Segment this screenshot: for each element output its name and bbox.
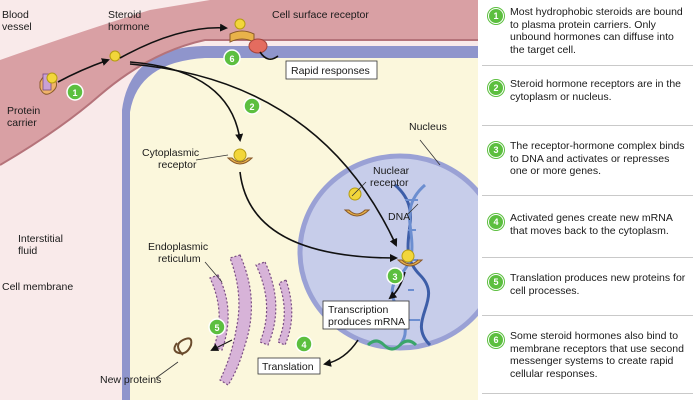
step-marker-1: 1 bbox=[66, 83, 84, 101]
step-1: 1 Most hydrophobic steroids are bound to … bbox=[482, 6, 693, 66]
interstitial-fluid-label: Interstitial fluid bbox=[18, 233, 63, 257]
blood-vessel-label: Blood vessel bbox=[2, 9, 32, 33]
step-1-number: 1 bbox=[488, 8, 504, 24]
svg-text:6: 6 bbox=[229, 54, 234, 64]
new-proteins-label: New proteins bbox=[100, 374, 161, 386]
endoplasmic-reticulum-label: Endoplasmic reticulum bbox=[148, 241, 208, 265]
step-5: 5 Translation produces new proteins for c… bbox=[482, 272, 693, 316]
step-marker-5: 5 bbox=[208, 318, 226, 336]
cytoplasmic-receptor-label: Cytoplasmic receptor bbox=[142, 147, 199, 171]
cell-surface-receptor-icon bbox=[229, 18, 268, 54]
step-3-number: 3 bbox=[488, 142, 504, 158]
hormone-on-carrier bbox=[46, 72, 58, 84]
step-6-number: 6 bbox=[488, 332, 504, 348]
protein-carrier-label: Protein carrier bbox=[7, 105, 40, 129]
rapid-responses-box bbox=[285, 60, 378, 80]
transcription-label: Transcription produces mRNA bbox=[328, 304, 405, 328]
step-1-text: Most hydrophobic steroids are bound to p… bbox=[510, 6, 683, 56]
step-descriptions: 1 Most hydrophobic steroids are bound to … bbox=[478, 0, 699, 400]
steroid-hormone-icon bbox=[109, 50, 121, 62]
svg-text:3: 3 bbox=[392, 272, 397, 282]
rapid-responses-label: Rapid responses bbox=[291, 65, 370, 77]
step-2: 2 Steroid hormone receptors are in the cy… bbox=[482, 78, 693, 126]
blood-vessel bbox=[0, 0, 478, 165]
nucleus-label: Nucleus bbox=[409, 121, 447, 133]
step-4-number: 4 bbox=[488, 214, 504, 230]
nuclear-receptor-icon bbox=[343, 187, 371, 217]
dna-label: DNA bbox=[388, 211, 410, 223]
leader-lines bbox=[155, 139, 441, 379]
svg-text:5: 5 bbox=[214, 323, 219, 333]
mrna-strand bbox=[366, 339, 418, 351]
step-2-text: Steroid hormone receptors are in the cyt… bbox=[510, 78, 682, 103]
step-marker-3: 3 bbox=[386, 267, 404, 285]
step-6-text: Some steroid hormones also bind to membr… bbox=[510, 330, 684, 380]
step-5-text: Translation produces new proteins for ce… bbox=[510, 272, 686, 297]
translation-label: Translation bbox=[262, 361, 314, 373]
nuclear-receptor-label: Nuclear receptor bbox=[370, 165, 410, 189]
step-3: 3 The receptor-hormone complex binds to D… bbox=[482, 140, 693, 196]
step-3-text: The receptor-hormone complex binds to DN… bbox=[510, 140, 685, 178]
new-protein-icon bbox=[173, 337, 193, 356]
step-4: 4 Activated genes create new mRNA that mo… bbox=[482, 212, 693, 258]
endoplasmic-reticulum bbox=[209, 254, 293, 386]
step-2-number: 2 bbox=[488, 80, 504, 96]
svg-text:4: 4 bbox=[301, 340, 306, 350]
step-marker-4: 4 bbox=[295, 335, 313, 353]
step-4-text: Activated genes create new mRNA that mov… bbox=[510, 212, 673, 237]
step-5-number: 5 bbox=[488, 274, 504, 290]
nucleus bbox=[297, 153, 478, 351]
pathway-arrows bbox=[57, 23, 406, 367]
svg-text:1: 1 bbox=[72, 88, 77, 98]
steroid-hormone-label: Steroid hormone bbox=[108, 9, 150, 33]
step-marker-2: 2 bbox=[243, 97, 261, 115]
transcription-box bbox=[322, 300, 410, 330]
cell-surface-receptor-label: Cell surface receptor bbox=[272, 9, 369, 21]
step-6: 6 Some steroid hormones also bind to memb… bbox=[482, 330, 693, 394]
receptor-dna-complex-icon bbox=[396, 249, 424, 267]
cytoplasmic-receptor-icon bbox=[226, 148, 254, 165]
translation-box bbox=[257, 357, 321, 375]
cell-membrane-label: Cell membrane bbox=[2, 281, 73, 293]
svg-text:2: 2 bbox=[249, 102, 254, 112]
steroid-hormone-diagram: Blood vessel Steroid hormone Protein carrie… bbox=[0, 0, 478, 400]
blood-vessel-wall bbox=[0, 39, 478, 166]
step-marker-6: 6 bbox=[223, 49, 241, 67]
